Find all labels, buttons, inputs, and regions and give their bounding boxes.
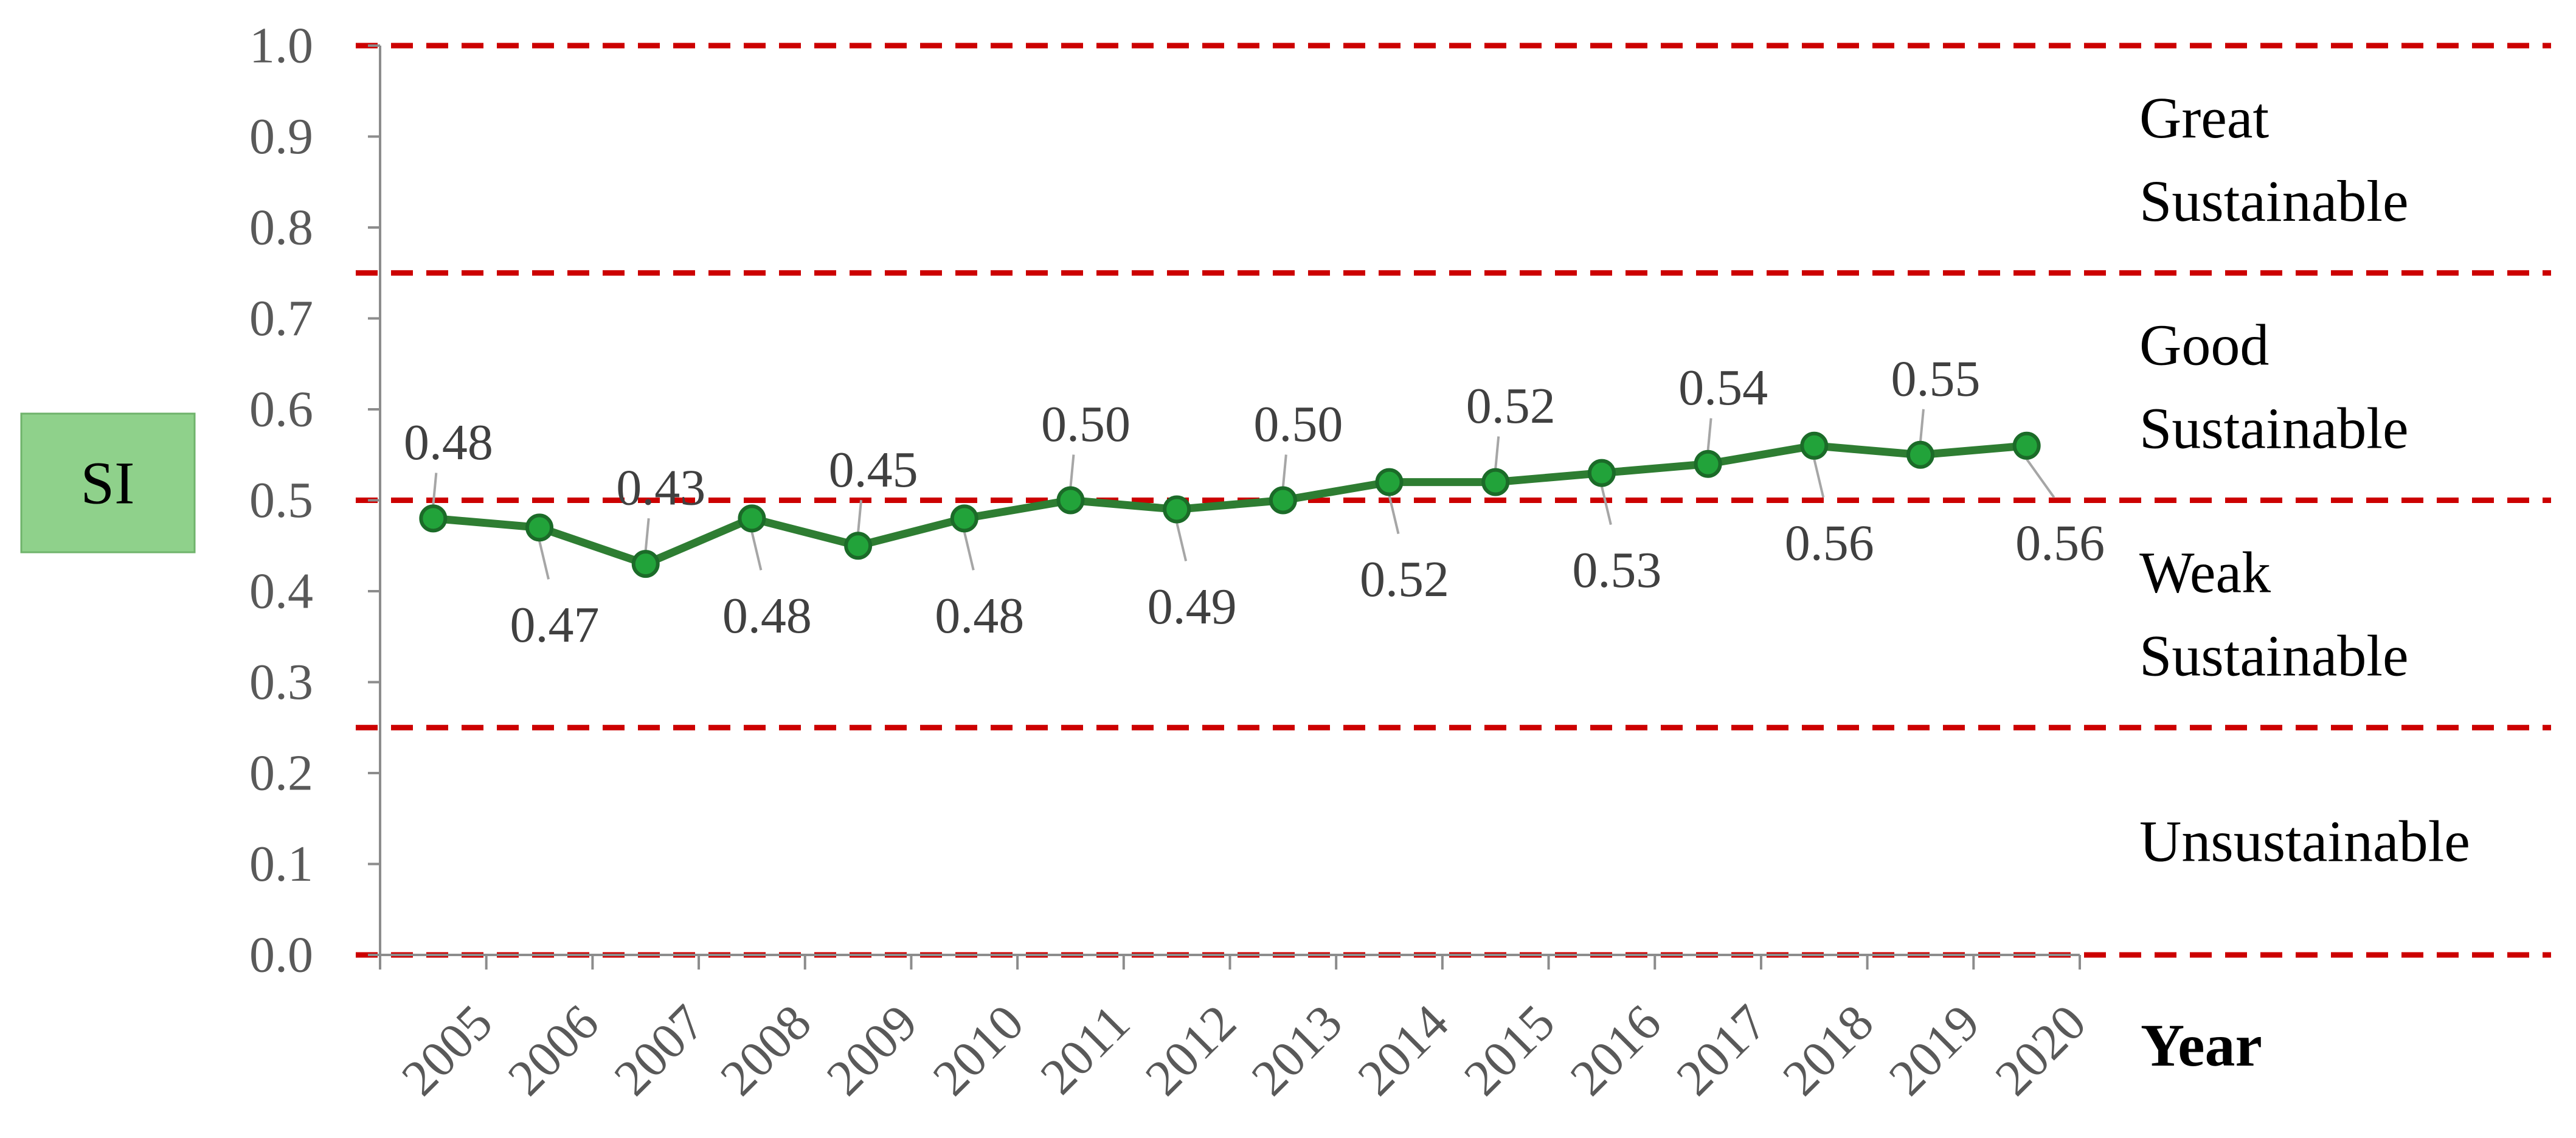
- data-label: 0.43: [616, 460, 705, 516]
- data-label: 0.55: [1891, 350, 1980, 407]
- data-label: 0.47: [510, 597, 600, 653]
- data-point: [631, 550, 660, 578]
- zone-label: Good: [2139, 313, 2269, 378]
- data-label: 0.56: [2015, 515, 2105, 571]
- data-point: [419, 504, 448, 533]
- x-tick-label: 2007: [603, 994, 716, 1107]
- x-tick-label: 2015: [1453, 994, 1566, 1107]
- zone-label: Unsustainable: [2139, 809, 2470, 874]
- zone-label: Weak: [2139, 540, 2271, 605]
- x-axis-title: Year: [2141, 1011, 2262, 1079]
- y-tick-label: 0.6: [249, 381, 313, 438]
- x-tick-label: 2020: [1984, 994, 2097, 1107]
- data-point: [1694, 449, 1722, 478]
- y-tick-label: 0.4: [249, 563, 313, 620]
- data-label: 0.50: [1253, 396, 1343, 453]
- x-tick-label: 2012: [1135, 994, 1247, 1107]
- data-point: [525, 513, 554, 542]
- data-label-leader: [1281, 454, 1287, 487]
- x-tick-label: 2008: [710, 994, 822, 1107]
- data-label: 0.52: [1466, 378, 1556, 434]
- x-tick-label: 2018: [1772, 994, 1885, 1107]
- data-label: 0.50: [1041, 396, 1130, 453]
- data-point: [1906, 440, 1934, 469]
- x-tick-label: 2005: [391, 994, 504, 1107]
- zone-label: Sustainable: [2139, 623, 2409, 688]
- x-tick-label: 2016: [1560, 994, 1672, 1107]
- y-tick-label: 0.0: [249, 927, 313, 984]
- data-label: 0.53: [1572, 542, 1661, 598]
- y-tick-label: 0.1: [249, 836, 313, 892]
- data-label-leader: [644, 518, 650, 551]
- data-label-leader: [1706, 418, 1712, 451]
- data-point: [1163, 495, 1191, 524]
- data-label-leader: [1069, 454, 1075, 487]
- data-label: 0.54: [1678, 359, 1768, 416]
- data-label-leader: [538, 540, 550, 580]
- y-tick-label: 0.2: [249, 745, 313, 802]
- data-label-leader: [963, 531, 975, 571]
- data-label-leader: [1600, 486, 1612, 526]
- x-axis-ticks: 2005200620072008200920102011201220132014…: [379, 955, 2097, 1107]
- data-label: 0.56: [1785, 515, 1874, 571]
- series-line-path: [429, 442, 2031, 568]
- x-tick-label: 2014: [1347, 994, 1459, 1107]
- zone-label: Great: [2139, 85, 2270, 150]
- data-point: [1481, 468, 1510, 496]
- x-tick-label: 2013: [1241, 994, 1354, 1107]
- y-axis-title: SI: [81, 449, 135, 517]
- data-label-leader: [750, 531, 763, 571]
- data-point: [1587, 459, 1616, 487]
- data-label: 0.52: [1360, 551, 1449, 608]
- zone-labels: Great Sustainable Good Sustainable Weak Susta…: [2139, 85, 2470, 874]
- y-tick-label: 0.3: [249, 654, 313, 710]
- data-label-leader: [1494, 436, 1500, 469]
- data-point: [738, 504, 766, 533]
- data-point: [950, 504, 978, 533]
- data-label-leader: [1813, 459, 1825, 498]
- data-label: 0.49: [1148, 578, 1237, 635]
- y-axis-ticks: 0.0 0.1 0.2 0.3 0.4 0.5 0.6 0.7 0.8 0.9 1.0: [249, 18, 380, 984]
- series-line: [429, 442, 2031, 568]
- y-tick-label: 0.5: [249, 472, 313, 529]
- x-tick-label: 2019: [1878, 994, 1991, 1107]
- y-axis-title-box: SI: [20, 412, 196, 553]
- data-points: [419, 431, 2041, 578]
- y-tick-label: 1.0: [249, 18, 313, 74]
- data-point: [1269, 486, 1297, 515]
- data-point: [2012, 431, 2041, 460]
- data-point: [1056, 486, 1085, 515]
- data-label-leader: [1919, 409, 1925, 442]
- zone-label: Sustainable: [2139, 168, 2409, 234]
- data-label-leader: [1175, 522, 1188, 561]
- y-axis-title-background: [20, 412, 196, 553]
- data-labels: 0.48 0.47 0.43 0.48 0.45 0.48 0.50 0.49 0.50 0.52…: [404, 350, 2105, 653]
- y-tick-label: 0.8: [249, 199, 313, 256]
- x-tick-label: 2010: [923, 994, 1035, 1107]
- data-label-leader: [432, 473, 438, 505]
- data-label-leader: [1388, 495, 1400, 535]
- x-tick-label: 2006: [497, 994, 610, 1107]
- data-label-leader: [857, 500, 863, 533]
- y-tick-label: 0.7: [249, 290, 313, 347]
- data-label: 0.48: [935, 588, 1024, 644]
- data-label: 0.48: [404, 414, 493, 471]
- data-point: [1375, 468, 1404, 496]
- data-label-leader: [2026, 458, 2055, 498]
- data-label: 0.45: [829, 442, 918, 498]
- data-label: 0.48: [722, 588, 812, 644]
- data-point: [1800, 431, 1829, 460]
- x-tick-label: 2017: [1666, 994, 1778, 1107]
- y-tick-label: 0.9: [249, 108, 313, 165]
- x-tick-label: 2011: [1030, 994, 1140, 1105]
- x-tick-label: 2009: [816, 994, 929, 1107]
- data-point: [844, 532, 873, 560]
- zone-label: Sustainable: [2139, 396, 2409, 461]
- data-label-leaders: [432, 409, 2055, 580]
